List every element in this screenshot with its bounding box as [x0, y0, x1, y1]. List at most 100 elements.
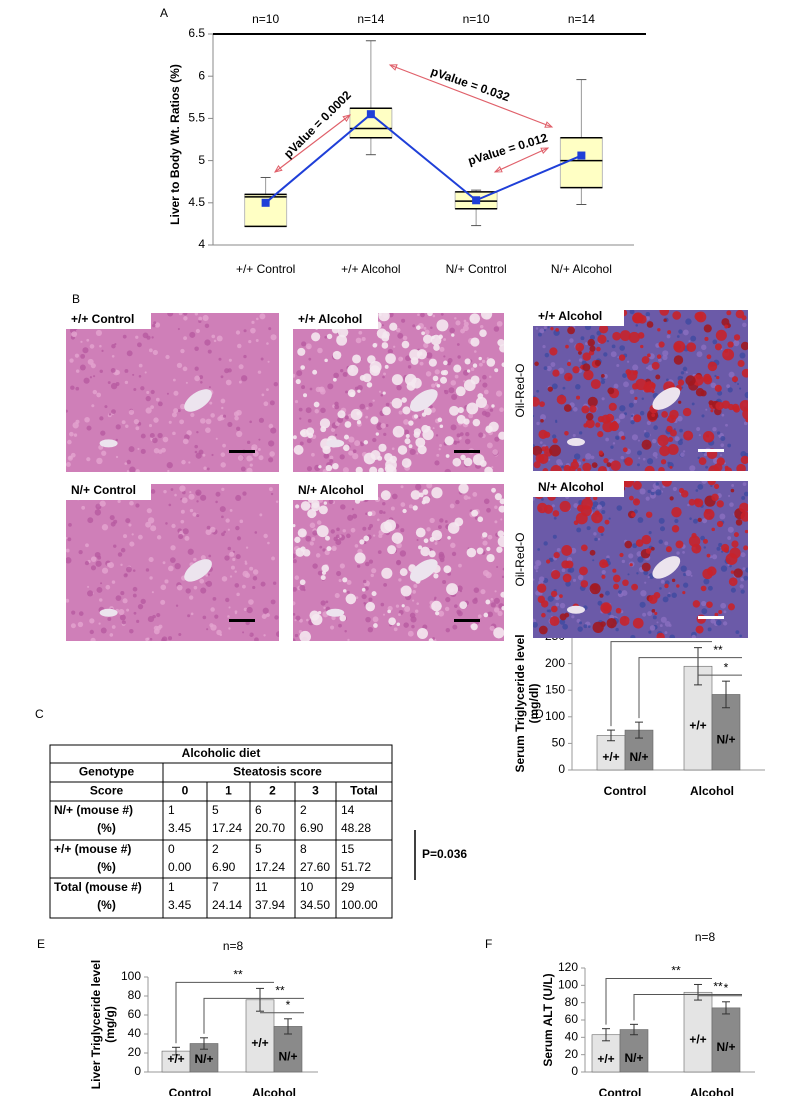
lipid-droplet [632, 617, 644, 629]
lipid-droplet [713, 483, 720, 489]
cell-texture [126, 470, 129, 472]
cell-texture [200, 418, 206, 424]
cell-texture [682, 366, 688, 372]
cell-texture [656, 621, 659, 624]
lipid-droplet [706, 553, 711, 558]
cell-texture [467, 496, 471, 500]
table-header: Total [350, 784, 378, 798]
cell-texture [172, 431, 176, 436]
lipid-droplet [563, 464, 571, 471]
lipid-droplet [381, 567, 393, 579]
cell-texture [459, 432, 464, 437]
cell-texture [152, 349, 158, 356]
cell-texture [666, 334, 671, 339]
cell-texture [489, 408, 494, 412]
cell-texture [415, 484, 422, 491]
lipid-droplet [549, 444, 561, 457]
lipid-droplet [695, 388, 705, 397]
cell-texture [306, 618, 309, 622]
cell-texture [94, 509, 102, 516]
lipid-droplet [436, 319, 449, 332]
cell-texture [124, 462, 128, 465]
cell-texture [555, 420, 558, 424]
cell-texture [533, 497, 535, 501]
cell-texture [340, 368, 344, 373]
cell-texture [426, 527, 431, 532]
cell-texture [270, 492, 274, 496]
cell-texture [164, 579, 169, 584]
bar-series-label: +/+ [167, 1052, 184, 1066]
cell-texture [149, 576, 153, 580]
lipid-droplet [483, 612, 489, 618]
cell-texture [189, 595, 194, 600]
cell-texture [472, 492, 478, 497]
cell-texture [87, 590, 94, 597]
cell-texture [241, 375, 248, 382]
cell-texture [712, 554, 718, 560]
cell-texture [194, 346, 199, 352]
cell-texture [140, 386, 145, 391]
y-tick-label: 100 [121, 969, 141, 983]
bar-series-label: +/+ [251, 1036, 268, 1050]
cell-texture [306, 466, 313, 472]
bar-series-label: N/+ [194, 1052, 213, 1066]
cell-texture [677, 439, 683, 446]
cell-texture [210, 607, 215, 612]
cell-texture [707, 627, 712, 632]
cell-texture [230, 565, 235, 570]
cell-texture [622, 373, 627, 378]
cell-texture [261, 393, 265, 397]
cell-texture [539, 328, 545, 334]
table-cell: 0 [168, 842, 175, 856]
cell-texture [743, 421, 748, 426]
cell-texture [688, 340, 691, 343]
cell-texture [465, 432, 470, 437]
table-cell: 0.00 [168, 860, 192, 874]
cell-texture [111, 354, 115, 358]
table-cell: 2 [300, 803, 307, 817]
cell-texture [616, 505, 623, 511]
x-tick-label: Alcohol [690, 784, 734, 798]
cell-texture [66, 536, 68, 540]
lipid-droplet [496, 546, 503, 553]
cell-texture [720, 436, 726, 441]
x-tick-label: N/+ Control [446, 262, 507, 276]
y-tick-label: 100 [545, 709, 565, 723]
lipid-droplet [744, 529, 748, 534]
lipid-droplet [306, 427, 315, 436]
cell-texture [493, 607, 500, 613]
cell-texture [488, 375, 492, 379]
cell-texture [196, 500, 199, 503]
lipid-droplet [736, 463, 746, 471]
cell-texture [351, 508, 355, 511]
cell-texture [618, 415, 623, 420]
cell-texture [715, 619, 722, 626]
cell-texture [86, 457, 91, 462]
lipid-droplet [486, 546, 491, 552]
cell-texture [92, 389, 98, 395]
significance-bracket [610, 641, 712, 727]
cell-texture [334, 433, 338, 437]
cell-texture [73, 433, 78, 437]
cell-texture [482, 374, 487, 380]
cell-texture [208, 386, 211, 389]
lipid-droplet [688, 498, 696, 506]
lipid-droplet [671, 578, 676, 583]
cell-texture [101, 450, 107, 456]
cell-texture [608, 517, 611, 520]
lipid-droplet [656, 632, 665, 638]
lipid-droplet [472, 418, 481, 427]
cell-texture [382, 375, 385, 379]
lipid-droplet [582, 363, 591, 372]
cell-texture [601, 569, 606, 575]
lipid-droplet [572, 366, 580, 374]
cell-texture [100, 627, 107, 634]
lipid-droplet [422, 496, 431, 504]
lipid-droplet [658, 341, 665, 348]
lipid-droplet [580, 544, 588, 552]
y-tick-label: 6.5 [188, 26, 205, 40]
cell-texture [137, 603, 144, 610]
cell-texture [129, 500, 134, 506]
cell-texture [126, 566, 132, 573]
